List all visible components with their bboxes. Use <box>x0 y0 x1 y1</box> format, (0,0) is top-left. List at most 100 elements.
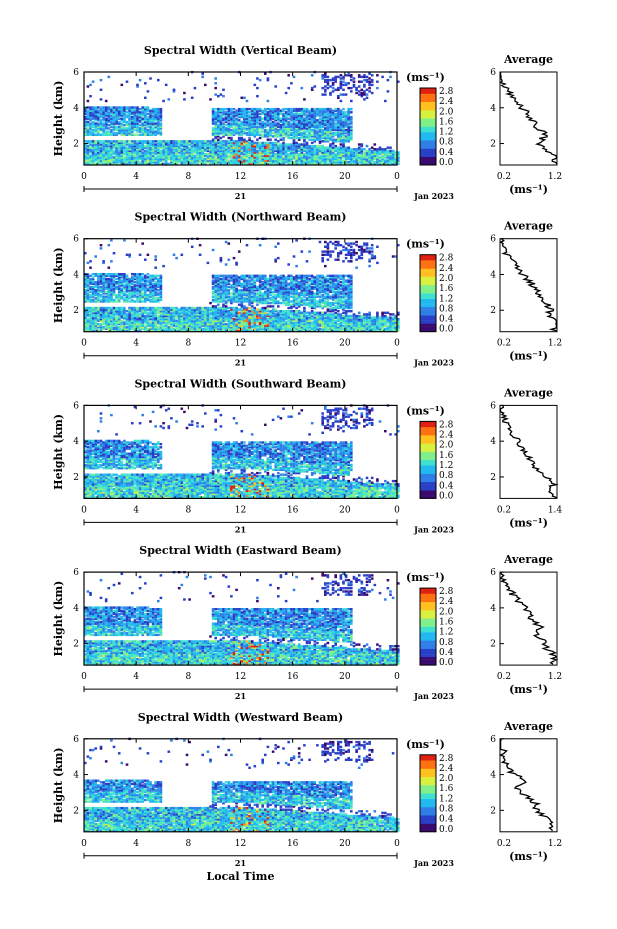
colorbar-segment <box>420 121 436 124</box>
heatmap-cell <box>334 153 337 155</box>
colorbar-segment <box>420 113 436 116</box>
heatmap-cell <box>228 159 231 161</box>
heatmap-cell <box>194 155 197 157</box>
heatmap-cell <box>204 307 207 309</box>
heatmap-cell <box>113 299 116 301</box>
heatmap-cell <box>134 134 137 136</box>
heatmap-cell <box>368 90 371 92</box>
heatmap-cell <box>100 140 103 142</box>
heatmap-cell <box>327 79 330 81</box>
heatmap-cell <box>332 77 335 79</box>
heatmap-cell <box>225 275 228 277</box>
heatmap-cell <box>337 108 340 110</box>
heatmap-cell <box>261 121 264 123</box>
profile-x-tick-label: 0.2 <box>497 172 511 182</box>
heatmap-cell <box>295 108 298 110</box>
heatmap-cell <box>261 130 264 132</box>
heatmap-cell <box>274 108 277 110</box>
heatmap-cell <box>100 299 103 301</box>
colorbar-segment <box>420 102 436 105</box>
heatmap-cell <box>105 278 108 280</box>
heatmap-cell <box>102 273 105 275</box>
heatmap-cell <box>334 132 337 134</box>
heatmap-cell <box>97 106 100 108</box>
heatmap-cell <box>94 255 97 257</box>
heatmap-cell <box>89 84 92 86</box>
profile-y-tick-label: 6 <box>490 68 496 78</box>
heatmap-cell <box>324 89 327 91</box>
heatmap-cell <box>280 124 283 126</box>
heatmap-cell <box>217 307 220 309</box>
heatmap-cell <box>154 307 157 309</box>
heatmap-cell <box>295 122 298 124</box>
heatmap-cell <box>115 307 118 309</box>
heatmap-cell <box>118 307 121 309</box>
heatmap-cell <box>222 304 225 306</box>
heatmap-cell <box>308 145 311 147</box>
heatmap-cell <box>136 296 139 298</box>
heatmap-cell <box>235 262 238 264</box>
heatmap-cell <box>222 140 225 142</box>
heatmap-cell <box>152 275 155 277</box>
heatmap-cell <box>160 140 163 142</box>
heatmap-cell <box>139 140 142 142</box>
heatmap-cell <box>121 320 124 322</box>
heatmap-cell <box>259 134 262 136</box>
heatmap-cell <box>144 325 147 327</box>
heatmap-cell <box>126 310 129 312</box>
heatmap-cell <box>301 132 304 134</box>
heatmap-cell <box>269 122 272 124</box>
heatmap-cell <box>371 84 374 86</box>
heatmap-cell <box>118 273 121 275</box>
heatmap-cell <box>209 316 212 318</box>
heatmap-cell <box>389 147 392 149</box>
profile-title: Average <box>503 53 553 66</box>
heatmap-cell <box>128 143 131 145</box>
colorbar-tick-label: 2.4 <box>439 97 454 107</box>
heatmap-cell <box>366 93 369 95</box>
heatmap-cell <box>204 84 207 86</box>
y-tick-label: 2 <box>73 140 79 150</box>
heatmap-cell <box>87 127 90 129</box>
heatmap-cell <box>256 95 259 97</box>
colorbar-segment <box>420 132 436 135</box>
heatmap-cell <box>327 87 330 89</box>
heatmap-cell <box>274 139 277 141</box>
heatmap-cell <box>118 121 121 123</box>
heatmap-cell <box>92 129 95 131</box>
heatmap-cell <box>183 140 186 142</box>
heatmap-cell <box>160 108 163 110</box>
heatmap-cell <box>337 147 340 149</box>
heatmap-cell <box>233 127 236 129</box>
heatmap-cell <box>347 82 350 84</box>
heatmap-cell <box>105 140 108 142</box>
heatmap-cell <box>243 305 246 307</box>
heatmap-cell <box>141 140 144 142</box>
heatmap-cell <box>311 129 314 131</box>
heatmap-cell <box>160 275 163 277</box>
heatmap-cell <box>246 244 249 246</box>
colorbar-segment <box>420 146 436 149</box>
heatmap-cell <box>243 127 246 129</box>
heatmap-cell <box>170 140 173 142</box>
heatmap-cell <box>342 93 345 95</box>
heatmap-cell <box>314 108 317 110</box>
heatmap-cell <box>228 279 231 281</box>
heatmap-cell <box>121 84 124 86</box>
heatmap-cell <box>154 281 157 283</box>
heatmap-cell <box>121 118 124 120</box>
heatmap-cell <box>154 156 157 158</box>
heatmap-cell <box>368 148 371 150</box>
heatmap-cell <box>350 111 353 113</box>
colorbar-segment <box>420 96 436 99</box>
heatmap-cell <box>290 132 293 134</box>
heatmap-cell <box>149 140 152 142</box>
heatmap-cell <box>233 140 236 142</box>
colorbar-unit-label: (ms⁻¹) <box>406 71 445 84</box>
heatmap-cell <box>350 126 353 128</box>
heatmap-cell <box>248 108 251 110</box>
colorbar-segment <box>420 140 436 143</box>
heatmap-cell <box>280 139 283 141</box>
heatmap-cell <box>149 321 152 323</box>
heatmap-cell <box>220 137 223 139</box>
